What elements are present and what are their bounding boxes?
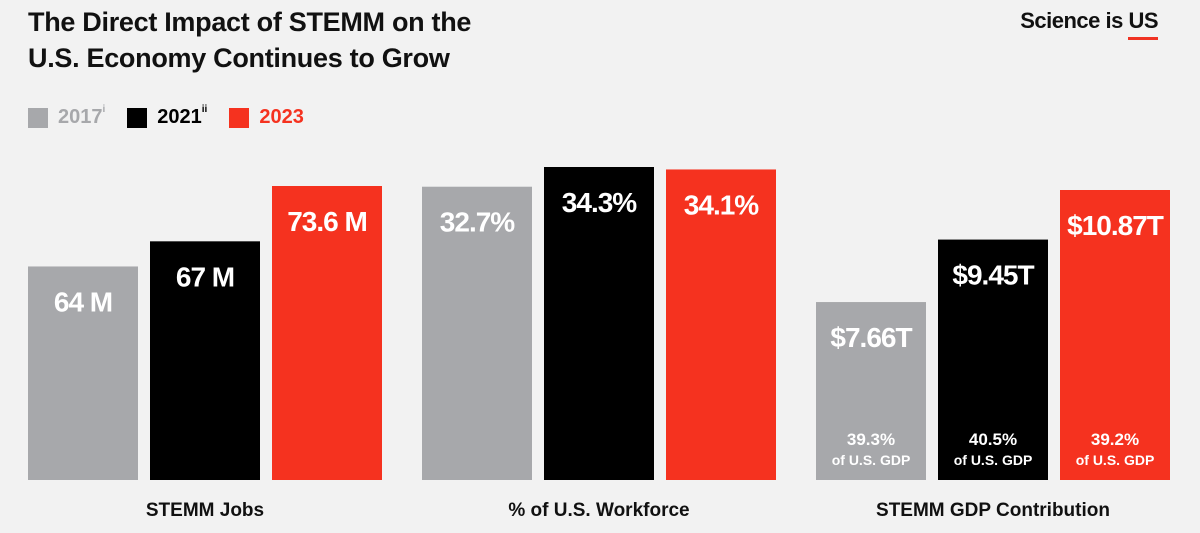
legend-swatch-2021	[127, 107, 148, 128]
gdp-share-label: 39.2%	[1091, 430, 1139, 449]
bar-value-label: 34.3%	[562, 187, 637, 218]
bar-group-0: 64 M 67 M 73.6 M STEMM Jobs	[28, 186, 382, 521]
bar-value-label: 34.1%	[684, 189, 759, 220]
bar-2017	[816, 302, 926, 480]
legend-label-2017: 2017i	[58, 104, 106, 128]
title-line-2: U.S. Economy Continues to Grow	[28, 43, 450, 73]
bar-value-label: 64 M	[54, 286, 112, 317]
gdp-share-label: 40.5%	[969, 430, 1017, 449]
bar-2023	[666, 169, 776, 480]
legend-item-2023: 2023	[229, 106, 304, 129]
bar-value-label: $9.45T	[952, 260, 1034, 291]
bar-2017	[422, 186, 532, 480]
bar-2023	[1060, 190, 1170, 480]
brand-logo: Science is US	[1020, 8, 1158, 40]
title-line-1: The Direct Impact of STEMM on the	[28, 7, 472, 37]
bar-2017	[28, 266, 138, 480]
bar-value-label: 32.7%	[440, 207, 515, 238]
bar-value-label: $7.66T	[830, 322, 912, 353]
legend-item-2017: 2017i	[28, 104, 106, 129]
bar-group-2: $7.66T 39.3% of U.S. GDP $9.45T 40.5% of U.S.…	[816, 190, 1170, 521]
category-label: STEMM GDP Contribution	[876, 500, 1110, 521]
gdp-share-suffix: of U.S. GDP	[832, 452, 911, 468]
gdp-share-suffix: of U.S. GDP	[954, 452, 1033, 468]
legend-label-2023: 2023	[259, 106, 304, 128]
bar-value-label: 73.6 M	[287, 206, 367, 237]
bar-2023	[272, 186, 382, 480]
legend-item-2021: 2021ii	[127, 104, 208, 129]
legend-swatch-2017	[28, 107, 48, 128]
gdp-share-suffix: of U.S. GDP	[1076, 452, 1155, 468]
bar-2021	[544, 167, 654, 480]
bar-2021	[938, 239, 1048, 480]
legend: 2017i 2021ii 2023	[28, 104, 304, 129]
brand-emphasis: US	[1128, 8, 1158, 40]
chart-title: The Direct Impact of STEMM on the U.S. E…	[28, 4, 471, 76]
gdp-share-label: 39.3%	[847, 430, 895, 449]
brand-prefix: Science is	[1020, 8, 1129, 33]
legend-label-2021: 2021ii	[157, 104, 208, 128]
bar-2021	[150, 241, 260, 480]
category-label: % of U.S. Workforce	[508, 500, 689, 521]
category-label: STEMM Jobs	[146, 500, 264, 521]
bar-group-1: 32.7% 34.3% 34.1% % of U.S. Workforce	[422, 167, 776, 521]
bar-value-label: 67 M	[176, 261, 234, 292]
legend-swatch-2023	[229, 107, 250, 128]
bar-value-label: $10.87T	[1067, 210, 1164, 241]
